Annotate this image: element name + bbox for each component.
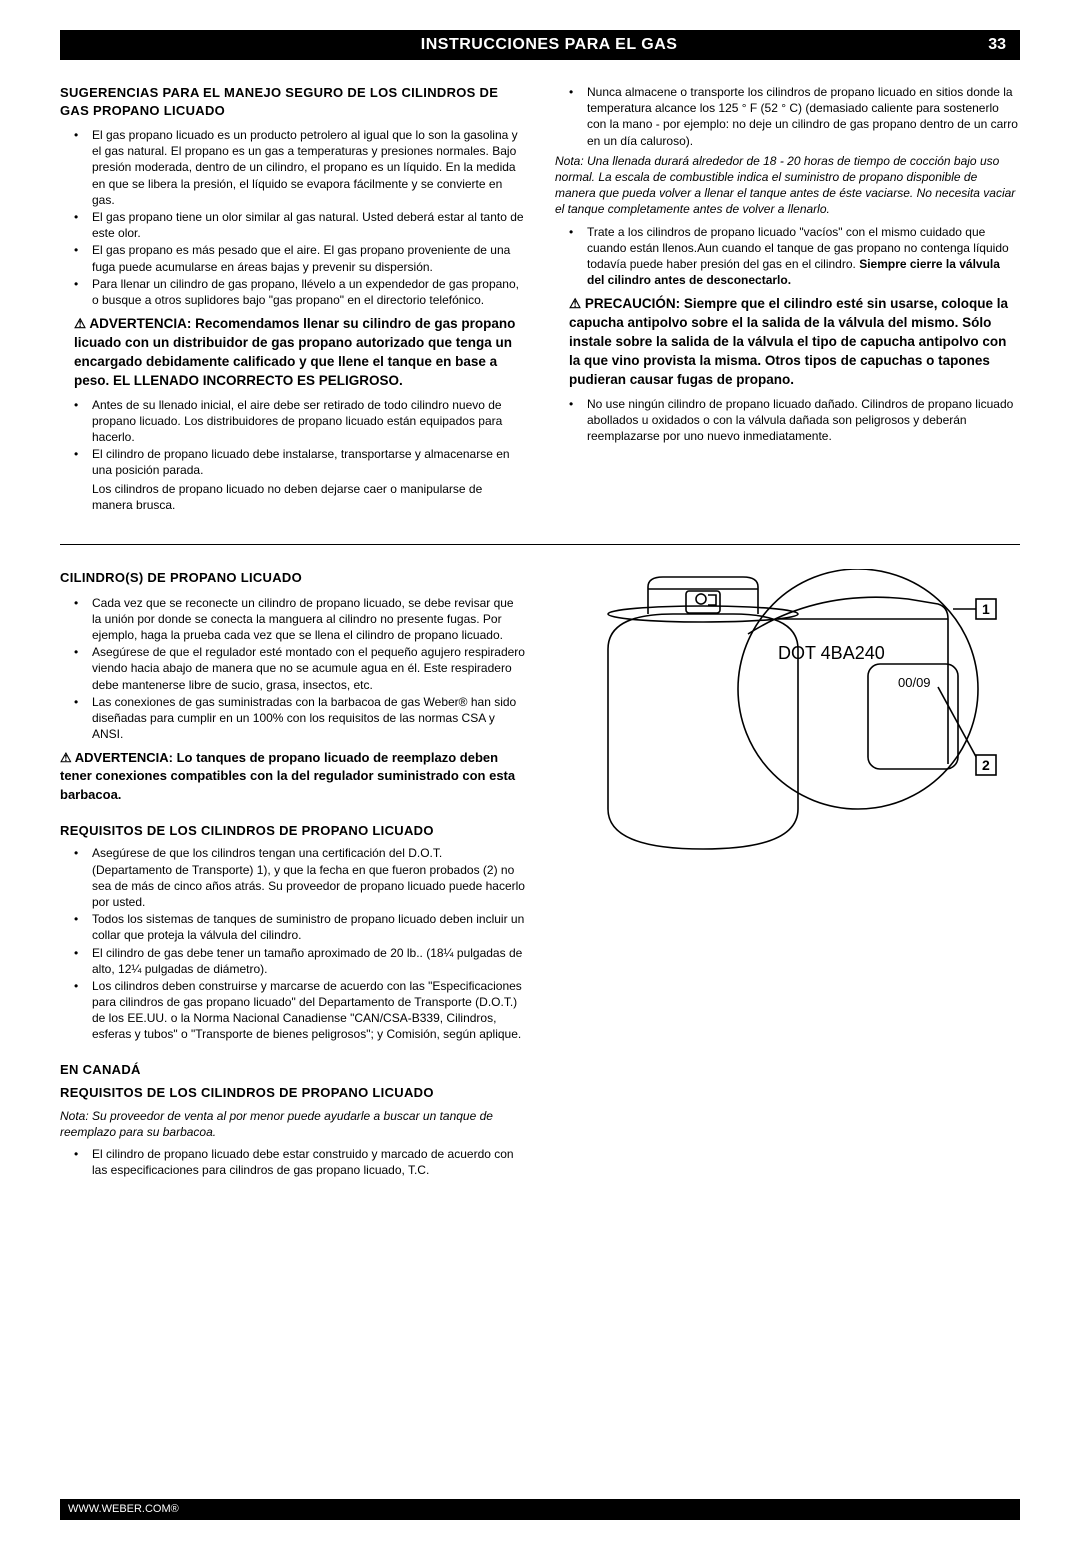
bullet-item: El cilindro de propano licuado debe esta… bbox=[74, 1146, 525, 1178]
section2-warning: ⚠ ADVERTENCIA: Lo tanques de propano lic… bbox=[60, 743, 525, 810]
bullet-item: Asegúrese de que el regulador esté monta… bbox=[74, 644, 525, 693]
bullet-item: Para llenar un cilindro de gas propano, … bbox=[74, 276, 525, 308]
bullet-item: Nunca almacene o transporte los cilindro… bbox=[569, 84, 1020, 149]
bullet-item: No use ningún cilindro de propano licuad… bbox=[569, 396, 1020, 445]
section4-heading-b: REQUISITOS DE LOS CILINDROS DE PROPANO L… bbox=[60, 1084, 525, 1102]
bullet-item: El cilindro de propano licuado debe inst… bbox=[74, 446, 525, 513]
top-right-column: Nunca almacene o transporte los cilindro… bbox=[555, 84, 1020, 514]
section1-bullets-a: El gas propano licuado es un producto pe… bbox=[60, 127, 525, 308]
bullet-tail: Los cilindros de propano licuado no debe… bbox=[92, 481, 525, 513]
bullet-item: Cada vez que se reconecte un cilindro de… bbox=[74, 595, 525, 644]
section4-heading-a: EN CANADÁ bbox=[60, 1061, 525, 1079]
bullet-item: Trate a los cilindros de propano licuado… bbox=[569, 224, 1020, 289]
bullet-item: Asegúrese de que los cilindros tengan un… bbox=[74, 845, 525, 910]
bullet-text: El cilindro de propano licuado debe inst… bbox=[92, 447, 510, 477]
bottom-grid: CILINDRO(S) DE PROPANO LICUADO Cada vez … bbox=[60, 569, 1020, 1179]
page-header: INSTRUCCIONES PARA EL GAS 33 bbox=[60, 30, 1020, 60]
bullet-item: El gas propano es más pesado que el aire… bbox=[74, 242, 525, 274]
section4-bullets: El cilindro de propano licuado debe esta… bbox=[60, 1146, 525, 1178]
section1-bullets-c: Nunca almacene o transporte los cilindro… bbox=[555, 84, 1020, 149]
section1-heading: SUGERENCIAS PARA EL MANEJO SEGURO DE LOS… bbox=[60, 84, 525, 119]
diagram-label-main: DOT 4BA240 bbox=[778, 643, 885, 663]
footer-url: WWW.WEBER.COM® bbox=[68, 1503, 179, 1515]
section2-heading: CILINDRO(S) DE PROPANO LICUADO bbox=[60, 569, 525, 587]
footer-bar: WWW.WEBER.COM® bbox=[60, 1499, 1020, 1520]
section4-note: Nota: Su proveedor de venta al por menor… bbox=[60, 1108, 525, 1140]
diagram-callout-2: 2 bbox=[982, 757, 990, 773]
header-title: INSTRUCCIONES PARA EL GAS bbox=[110, 34, 988, 56]
section1-bullets-d: Trate a los cilindros de propano licuado… bbox=[555, 224, 1020, 289]
bullet-item: El cilindro de gas debe tener un tamaño … bbox=[74, 945, 525, 977]
section3-bullets: Asegúrese de que los cilindros tengan un… bbox=[60, 845, 525, 1042]
section1-warning-b: ⚠ PRECAUCIÓN: Siempre que el cilindro es… bbox=[555, 289, 1020, 395]
section1-warning-a: ⚠ ADVERTENCIA: Recomendamos llenar su ci… bbox=[60, 309, 525, 397]
section1-note: Nota: Una llenada durará alrededor de 18… bbox=[555, 153, 1020, 218]
top-columns: SUGERENCIAS PARA EL MANEJO SEGURO DE LOS… bbox=[60, 84, 1020, 514]
bullet-item: Todos los sistemas de tanques de suminis… bbox=[74, 911, 525, 943]
bullet-item: Las conexiones de gas suministradas con … bbox=[74, 694, 525, 743]
bottom-right-column: DOT 4BA240 00/09 1 2 bbox=[555, 569, 1020, 1179]
bottom-left-column: CILINDRO(S) DE PROPANO LICUADO Cada vez … bbox=[60, 569, 525, 1179]
diagram-label-date: 00/09 bbox=[898, 675, 931, 690]
diagram-callout-1: 1 bbox=[982, 601, 990, 617]
top-left-column: SUGERENCIAS PARA EL MANEJO SEGURO DE LOS… bbox=[60, 84, 525, 514]
bullet-item: El gas propano tiene un olor similar al … bbox=[74, 209, 525, 241]
section2-bullets: Cada vez que se reconecte un cilindro de… bbox=[60, 595, 525, 743]
section1-bullets-b: Antes de su llenado inicial, el aire deb… bbox=[60, 397, 525, 513]
divider bbox=[60, 544, 1020, 545]
bullet-item: Antes de su llenado inicial, el aire deb… bbox=[74, 397, 525, 446]
page-number: 33 bbox=[988, 34, 1010, 56]
bullet-item: El gas propano licuado es un producto pe… bbox=[74, 127, 525, 208]
bullet-item: Los cilindros deben construirse y marcar… bbox=[74, 978, 525, 1043]
section1-bullets-e: No use ningún cilindro de propano licuad… bbox=[555, 396, 1020, 445]
section3-heading: REQUISITOS DE LOS CILINDROS DE PROPANO L… bbox=[60, 822, 525, 840]
cylinder-diagram: DOT 4BA240 00/09 1 2 bbox=[578, 569, 998, 869]
